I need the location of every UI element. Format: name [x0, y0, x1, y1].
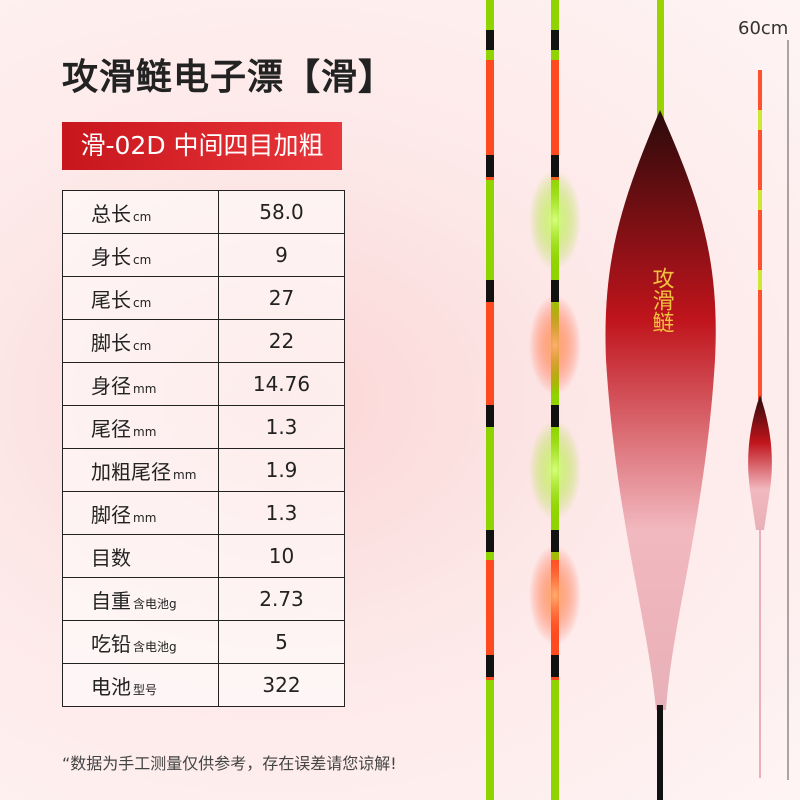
spec-row: 吃铅 含电池g 5 — [62, 620, 345, 664]
spec-label: 总长 — [91, 201, 131, 226]
spec-label-cell: 尾径 mm — [62, 405, 219, 449]
spec-row: 身径 mm 14.76 — [62, 362, 345, 406]
scale-label: 60cm — [738, 18, 789, 39]
spec-unit: mm — [133, 424, 157, 439]
spec-value: 1.3 — [218, 405, 345, 449]
rod-lit — [529, 0, 581, 800]
spec-label-cell: 总长 cm — [62, 190, 219, 234]
spec-value: 322 — [218, 663, 345, 707]
spec-row: 目数 10 — [62, 534, 345, 578]
spec-unit: mm — [133, 381, 157, 396]
title: 攻滑鲢电子漂【滑】 — [62, 57, 396, 98]
spec-label: 吃铅 — [91, 631, 131, 656]
spec-unit: cm — [133, 252, 152, 267]
spec-label-cell: 脚长 cm — [62, 319, 219, 363]
spec-label: 自重 — [91, 588, 131, 613]
spec-unit: cm — [133, 209, 152, 224]
spec-unit: 型号 — [133, 682, 158, 697]
spec-value: 9 — [218, 233, 345, 277]
spec-unit: mm — [133, 510, 157, 525]
spec-unit: cm — [133, 338, 152, 353]
rod — [486, 0, 494, 800]
spec-label: 脚径 — [91, 502, 131, 527]
float-body: 攻滑鲢 — [605, 0, 716, 800]
spec-value: 5 — [218, 620, 345, 664]
spec-value: 10 — [218, 534, 345, 578]
float-label: 攻滑鲢 — [649, 267, 675, 333]
spec-label-cell: 尾长 cm — [62, 276, 219, 320]
spec-label: 身径 — [91, 373, 131, 398]
spec-label-cell: 脚径 mm — [62, 491, 219, 535]
spec-unit: cm — [133, 295, 152, 310]
spec-row: 脚长 cm 22 — [62, 319, 345, 363]
spec-label: 尾长 — [91, 287, 131, 312]
small-float — [748, 40, 789, 780]
spec-label-cell: 吃铅 含电池g — [62, 620, 219, 664]
spec-row: 加粗尾径 mm 1.9 — [62, 448, 345, 492]
spec-label-cell: 自重 含电池g — [62, 577, 219, 621]
spec-value: 27 — [218, 276, 345, 320]
spec-label: 加粗尾径 — [91, 459, 171, 484]
spec-label: 脚长 — [91, 330, 131, 355]
spec-value: 1.3 — [218, 491, 345, 535]
spec-value: 58.0 — [218, 190, 345, 234]
spec-row: 尾长 cm 27 — [62, 276, 345, 320]
footnote: “数据为手工测量仅供参考，存在误差请您谅解! — [62, 754, 397, 773]
spec-value: 1.9 — [218, 448, 345, 492]
spec-label-cell: 加粗尾径 mm — [62, 448, 219, 492]
spec-unit: 含电池g — [133, 639, 177, 654]
spec-row: 总长 cm 58.0 — [62, 190, 345, 234]
model-banner: 滑-02D 中间四目加粗 — [62, 122, 342, 170]
spec-value: 2.73 — [218, 577, 345, 621]
spec-value: 14.76 — [218, 362, 345, 406]
spec-unit: 含电池g — [133, 596, 177, 611]
spec-row: 身长 cm 9 — [62, 233, 345, 277]
spec-row: 尾径 mm 1.3 — [62, 405, 345, 449]
spec-value: 22 — [218, 319, 345, 363]
spec-unit: mm — [173, 467, 197, 482]
spec-label-cell: 身长 cm — [62, 233, 219, 277]
spec-label-cell: 电池 型号 — [62, 663, 219, 707]
spec-label: 尾径 — [91, 416, 131, 441]
spec-row: 自重 含电池g 2.73 — [62, 577, 345, 621]
spec-row: 电池 型号 322 — [62, 663, 345, 707]
spec-row: 脚径 mm 1.3 — [62, 491, 345, 535]
spec-table: 总长 cm 58.0 身长 cm 9 尾长 cm 27 脚长 cm 22 身径 mm 14.76 尾径 mm 1.… — [62, 190, 345, 707]
spec-label: 目数 — [91, 545, 131, 570]
spec-label: 身长 — [91, 244, 131, 269]
spec-label-cell: 目数 — [62, 534, 219, 578]
spec-label: 电池 — [91, 674, 131, 699]
spec-label-cell: 身径 mm — [62, 362, 219, 406]
